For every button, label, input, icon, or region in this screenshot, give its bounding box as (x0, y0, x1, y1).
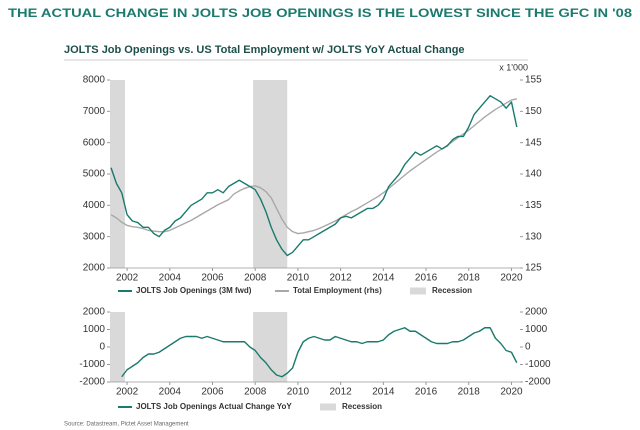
y-tick-label: 2000 (83, 263, 106, 274)
y-tick-label: 1000 (83, 324, 106, 335)
y2-tick-label: 135 (525, 200, 542, 211)
x-tick-label: 2018 (458, 273, 481, 284)
legend-label: Recession (432, 286, 472, 295)
x-tick-label: 2002 (116, 387, 139, 398)
x-tick-label: 2006 (201, 387, 224, 398)
x-tick-label: 2004 (159, 387, 182, 398)
x-tick-label: 2008 (244, 387, 267, 398)
x-tick-label: 2010 (287, 273, 310, 284)
y2-tick-label: 2000 (525, 307, 548, 318)
y2-tick-label: -2000 (525, 377, 551, 388)
y-tick-label: 2000 (83, 307, 106, 318)
y-tick-label: -2000 (79, 377, 105, 388)
y2-tick-label: 155 (525, 75, 542, 86)
y-tick-label: 4000 (83, 200, 106, 211)
y2-tick-label: 1000 (525, 324, 548, 335)
y2-tick-label: 150 (525, 106, 542, 117)
source: Source: Datastream, Pictet Asset Managem… (64, 422, 189, 428)
x-tick-label: 2012 (330, 273, 353, 284)
y-tick-label: 6000 (83, 137, 106, 148)
recession-band (110, 312, 125, 382)
recession-band (253, 312, 288, 382)
legend-label: Total Employment (rhs) (293, 286, 382, 295)
y2-tick-label: 0 (525, 342, 531, 353)
x-tick-label: 2008 (244, 273, 267, 284)
y-tick-label: 5000 (83, 169, 106, 180)
y2-tick-label: 125 (525, 263, 542, 274)
series-line (110, 94, 518, 257)
recession-band (110, 80, 125, 268)
y2-tick-label: 145 (525, 137, 542, 148)
y-tick-label: 0 (99, 342, 105, 353)
x-tick-label: 2018 (458, 387, 481, 398)
x-tick-label: 2014 (372, 273, 395, 284)
legend-label: JOLTS Job Openings (3M fwd) (136, 286, 252, 295)
y2-tick-label: 130 (525, 231, 542, 242)
x-tick-label: 2006 (201, 273, 224, 284)
legend-swatch (320, 403, 336, 411)
x-tick-label: 2016 (415, 387, 438, 398)
chart-title: JOLTS Job Openings vs. US Total Employme… (64, 44, 465, 56)
x-tick-label: 2010 (287, 387, 310, 398)
series-line (121, 327, 518, 378)
headline: THE ACTUAL CHANGE IN JOLTS JOB OPENINGS … (8, 6, 632, 20)
legend-label: JOLTS Job Openings Actual Change YoY (136, 402, 292, 411)
y2-tick-label: -1000 (525, 359, 551, 370)
x-tick-label: 2020 (500, 387, 523, 398)
y-tick-label: -1000 (79, 359, 105, 370)
x-tick-label: 2020 (500, 273, 523, 284)
x-tick-label: 2004 (159, 273, 182, 284)
recession-band (253, 80, 288, 268)
series-line (110, 98, 517, 235)
legend-swatch (410, 287, 426, 295)
x-tick-label: 2002 (116, 273, 139, 284)
y2-unit: x 1'000 (499, 62, 528, 72)
legend-label: Recession (342, 402, 382, 411)
x-tick-label: 2016 (415, 273, 438, 284)
y-tick-label: 3000 (83, 231, 106, 242)
y-tick-label: 7000 (83, 106, 106, 117)
x-tick-label: 2014 (372, 387, 395, 398)
y2-tick-label: 140 (525, 169, 542, 180)
y-tick-label: 8000 (83, 75, 106, 86)
x-tick-label: 2012 (330, 387, 353, 398)
